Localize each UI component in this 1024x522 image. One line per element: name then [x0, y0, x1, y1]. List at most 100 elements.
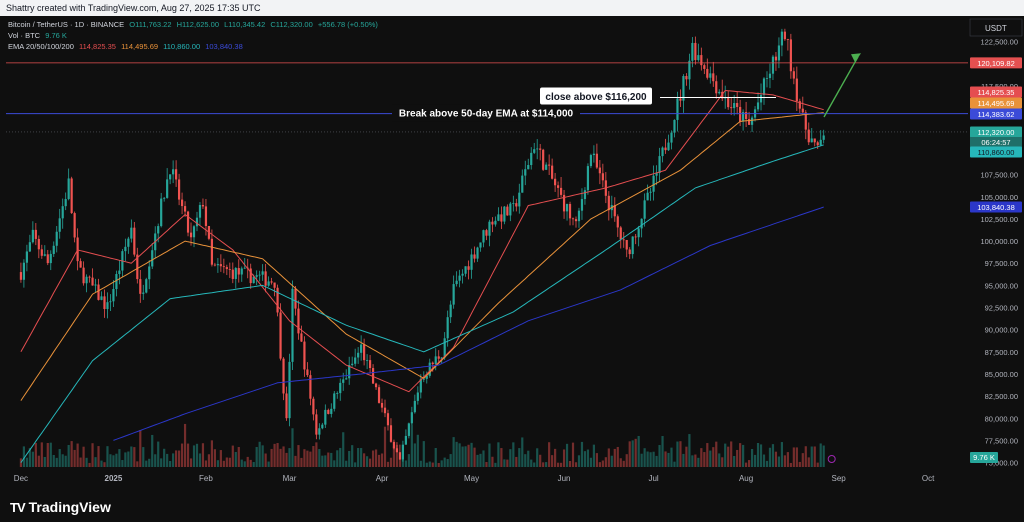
- candle-body: [536, 148, 539, 150]
- price-chart[interactable]: close above $116,200 Break above 50-day E…: [0, 16, 1024, 492]
- volume-bar: [267, 461, 270, 467]
- volume-bar: [297, 445, 300, 467]
- candle-body: [255, 275, 258, 277]
- candle-body: [473, 254, 476, 259]
- volume-bar: [768, 447, 772, 467]
- candle-body: [413, 400, 416, 413]
- candle-body: [622, 239, 625, 241]
- volume-bar: [774, 451, 778, 467]
- volume-bar: [565, 443, 569, 467]
- candle-body: [383, 407, 387, 414]
- candle-body: [85, 276, 88, 284]
- volume-bar: [470, 442, 473, 467]
- candle-body: [163, 197, 166, 199]
- price-labels: 120,109.82 114,825.35 114,495.69 114,383.62…: [970, 57, 1022, 463]
- volume-bar: [333, 460, 336, 467]
- volume-bar: [115, 453, 118, 467]
- candle-body: [288, 361, 291, 419]
- candle-body: [715, 81, 718, 94]
- candle-body: [342, 379, 345, 383]
- volume-bar: [804, 446, 807, 467]
- volume-value: 9.76 K: [45, 31, 67, 40]
- volume-bar: [380, 453, 384, 467]
- candle-body: [127, 238, 130, 247]
- candle-body: [357, 352, 360, 358]
- ema-line-ema20: [20, 89, 824, 393]
- volume-bar: [64, 455, 67, 467]
- candle-body: [497, 214, 500, 221]
- candle-body: [548, 164, 551, 166]
- candle-body: [467, 266, 470, 270]
- candle-body: [533, 149, 536, 153]
- volume-bar: [37, 455, 40, 467]
- time-axis[interactable]: Dec 2025 Feb Mar Apr May Jun Jul Aug Sep Oct: [14, 474, 935, 483]
- volume-bar: [506, 459, 509, 467]
- volume-bar: [559, 462, 563, 467]
- candle-body: [345, 378, 348, 380]
- candle-body: [676, 98, 679, 120]
- volume-bar: [509, 449, 512, 467]
- snapshot-header: Shattry created with TradingView.com, Au…: [0, 0, 1024, 16]
- time-tick-label: Apr: [376, 474, 389, 483]
- symbol-line: Bitcoin / TetherUS · 1D · BINANCE: [8, 20, 125, 29]
- candle-body: [175, 169, 178, 180]
- candle-body: [76, 237, 79, 262]
- candle-body: [631, 236, 634, 255]
- volume-bar: [697, 457, 700, 467]
- candle-body: [458, 275, 461, 281]
- candles: [19, 28, 825, 462]
- price-label-box: [970, 97, 1022, 109]
- candle-body: [97, 284, 100, 300]
- volume-bar: [106, 446, 109, 467]
- price-tick-label: 80,000.00: [985, 414, 1018, 423]
- volume-bar: [551, 455, 554, 467]
- volume-bar: [145, 460, 148, 467]
- countdown-text: 06:24:57: [981, 138, 1010, 147]
- candle-body: [46, 254, 49, 264]
- volume-bar: [434, 447, 437, 467]
- volume-bar: [634, 438, 637, 467]
- candle-body: [198, 205, 202, 218]
- volume-bar: [360, 448, 363, 467]
- volume-bar: [643, 448, 646, 467]
- volume-bar: [324, 455, 327, 467]
- volume-bar: [730, 441, 733, 467]
- volume-bar: [712, 447, 715, 467]
- candle-body: [351, 363, 354, 365]
- candle-body: [718, 91, 721, 94]
- candle-body: [109, 301, 112, 303]
- volume-label: Vol · BTC: [8, 31, 41, 40]
- volume-bar: [413, 443, 416, 467]
- volume-bar: [765, 460, 769, 467]
- volume-bar: [243, 461, 246, 467]
- candle-body: [515, 203, 518, 207]
- tradingview-logo[interactable]: TV TradingView: [10, 499, 111, 515]
- candle-body: [634, 236, 637, 238]
- volume-bar: [312, 446, 315, 467]
- chart-panel[interactable]: Bitcoin / TetherUS · 1D · BINANCE O111,7…: [0, 16, 1024, 493]
- candle-body: [745, 112, 748, 119]
- candle-body: [739, 106, 742, 122]
- volume-bar: [258, 441, 261, 467]
- volume-bar: [357, 448, 360, 467]
- candle-body: [386, 413, 390, 426]
- candle-body: [324, 409, 327, 425]
- candle-body: [616, 216, 619, 228]
- volume-bar: [404, 460, 407, 467]
- ema200-value: 103,840.38: [205, 42, 243, 51]
- volume-bar: [721, 457, 724, 467]
- time-tick-label: May: [464, 474, 479, 483]
- candle-body: [192, 226, 196, 238]
- candle-body: [401, 444, 405, 460]
- ema50-value: 114,495.69: [121, 42, 159, 51]
- volume-bar: [718, 453, 721, 467]
- candle-body: [810, 138, 813, 143]
- candle-body: [583, 190, 587, 200]
- candle-body: [133, 227, 136, 255]
- candle-body: [589, 155, 593, 167]
- candle-body: [82, 267, 85, 284]
- volume-bar: [682, 453, 685, 467]
- close-above-text: close above $116,200: [545, 92, 647, 103]
- candle-body: [327, 409, 330, 414]
- volume-bar: [631, 440, 634, 467]
